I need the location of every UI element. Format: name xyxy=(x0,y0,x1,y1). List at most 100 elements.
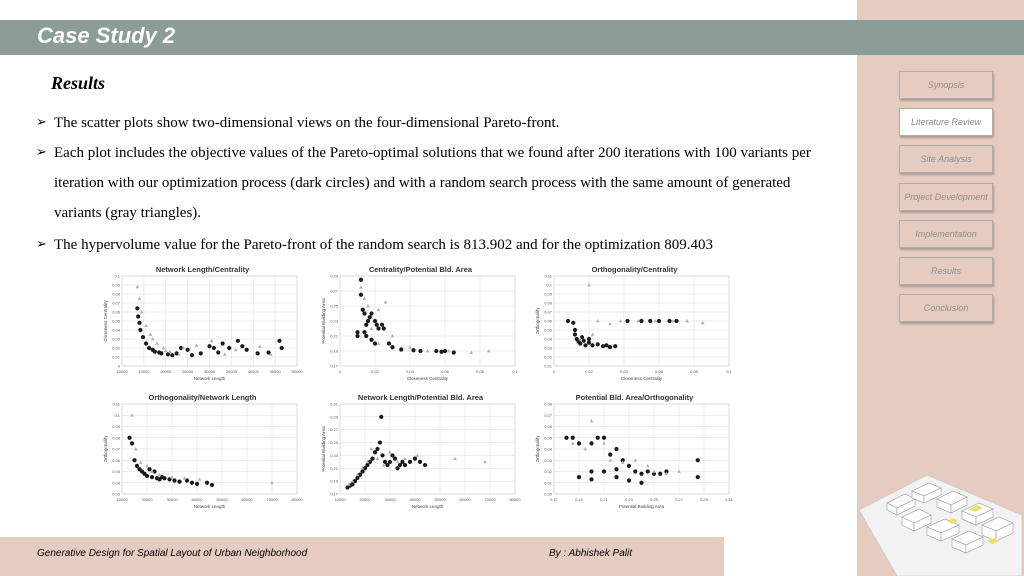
random-search-point xyxy=(602,441,606,445)
optimization-point xyxy=(576,475,582,480)
y-tick-label: 0.01 xyxy=(544,480,553,485)
random-search-point xyxy=(365,459,370,464)
optimization-point xyxy=(658,471,663,476)
optimization-point xyxy=(152,349,157,354)
random-search-point xyxy=(137,296,142,300)
optimization-point xyxy=(614,475,619,480)
optimization-point xyxy=(570,435,575,440)
footer-author: By : Abhishek Palit xyxy=(549,548,633,559)
optimization-point xyxy=(277,338,282,343)
y-tick-label: 0.07 xyxy=(112,447,121,452)
x-tick-label: 15000 xyxy=(138,369,150,374)
random-search-point xyxy=(194,343,199,347)
optimization-point xyxy=(390,453,395,458)
optimization-point xyxy=(355,475,360,481)
x-tick-label: 40000 xyxy=(409,497,421,502)
x-tick-label: 70000 xyxy=(484,497,496,502)
optimization-point xyxy=(209,482,215,488)
optimization-point xyxy=(362,311,367,316)
footer-bar xyxy=(0,537,724,576)
plot-area xyxy=(339,275,516,367)
y-tick-label: 0.03 xyxy=(544,458,553,463)
nav-site-analysis[interactable]: Site Analysis xyxy=(899,145,993,173)
bullet-text: The hypervolume value for the Pareto-fro… xyxy=(54,237,713,253)
optimization-point xyxy=(400,459,405,464)
x-tick-label: 0 xyxy=(339,369,342,374)
x-axis-label: Network Length xyxy=(194,504,226,509)
optimization-point xyxy=(451,350,456,355)
plot-area xyxy=(553,403,730,495)
optimization-point xyxy=(608,452,613,457)
optimization-point xyxy=(211,345,216,351)
x-tick-label: 0.17 xyxy=(550,497,559,502)
y-tick-label: 0.08 xyxy=(544,402,553,407)
optimization-point xyxy=(613,344,618,349)
y-tick-label: 0.23 xyxy=(330,453,339,458)
nav-results[interactable]: Results xyxy=(899,257,993,285)
optimization-point xyxy=(137,320,142,325)
bullet-text: The scatter plots show two-dimensional v… xyxy=(54,115,560,131)
nav-synopsis[interactable]: Synopsis xyxy=(899,71,993,99)
y-tick-label: 0.04 xyxy=(544,337,553,342)
random-search-point xyxy=(671,319,675,323)
y-tick-label: 0.01 xyxy=(544,364,553,369)
x-axis-label: Closeness Centrality xyxy=(621,376,663,381)
random-search-point xyxy=(376,341,381,345)
optimization-point xyxy=(240,344,245,349)
random-search-point xyxy=(383,300,388,304)
optimization-point xyxy=(439,349,444,354)
random-search-point xyxy=(209,338,214,343)
y-tick-label: 0.07 xyxy=(112,301,121,306)
y-tick-label: 0.29 xyxy=(330,414,339,419)
x-tick-label: 30000 xyxy=(166,497,178,502)
y-tick-label: 0.17 xyxy=(330,492,339,497)
optimization-point xyxy=(279,345,284,351)
random-search-point xyxy=(346,482,351,486)
y-tick-label: 0.07 xyxy=(544,413,553,418)
nav-implementation[interactable]: Implementation xyxy=(899,220,993,248)
y-tick-label: 0.1 xyxy=(114,274,120,279)
random-search-point xyxy=(270,480,274,485)
y-tick-label: 0.1 xyxy=(546,283,552,288)
y-axis-label: Potential Building Area xyxy=(321,298,326,344)
random-search-point xyxy=(223,352,227,356)
optimization-point xyxy=(364,322,369,327)
scatter-plot-network-length-potential-area: Network Length/Potential Bld. Area 0.17 0.… xyxy=(321,393,521,509)
random-search-point xyxy=(145,463,149,468)
random-search-point xyxy=(150,337,155,341)
x-tick-label: 0.1 xyxy=(726,369,732,374)
arrow-bullet-icon: ➢ xyxy=(36,145,47,160)
y-tick-label: 0.04 xyxy=(112,480,121,485)
random-search-point xyxy=(446,349,451,353)
optimization-point xyxy=(667,318,672,324)
random-search-point xyxy=(653,319,658,323)
y-axis-label: Potential Building Area xyxy=(321,426,326,472)
optimization-point xyxy=(639,318,644,324)
optimization-point xyxy=(147,345,152,351)
optimization-point xyxy=(402,462,408,468)
optimization-point xyxy=(369,311,374,316)
random-search-point xyxy=(197,477,202,481)
bullet-3: ➢ The hypervolume value for the Pareto-f… xyxy=(36,230,836,260)
optimization-point xyxy=(377,440,383,445)
optimization-point xyxy=(381,326,386,331)
optimization-point xyxy=(595,435,600,440)
optimization-point xyxy=(136,314,141,319)
optimization-point xyxy=(379,322,385,327)
x-tick-label: 35000 xyxy=(226,369,238,374)
optimization-point xyxy=(147,467,152,472)
nav-project-development[interactable]: Project Development xyxy=(899,183,993,211)
x-tick-label: 80000 xyxy=(509,497,521,502)
y-tick-label: 0.00 xyxy=(544,492,553,497)
optimization-point xyxy=(695,458,700,463)
x-tick-label: 40000 xyxy=(248,369,260,374)
optimization-point xyxy=(664,469,669,474)
nav-literature-review[interactable]: Literature Review xyxy=(899,108,993,136)
x-axis-label: Potential Building Area xyxy=(619,504,665,509)
optimization-point xyxy=(395,466,400,471)
x-tick-label: 0.04 xyxy=(406,369,415,374)
x-tick-label: 0.29 xyxy=(700,497,709,502)
optimization-point xyxy=(177,479,182,484)
nav-conclusion[interactable]: Conclusion xyxy=(899,294,993,322)
scatter-plot-orthogonality-centrality: Orthogonality/Centrality 0.01 0.02 0.03 0.04… xyxy=(535,265,733,381)
